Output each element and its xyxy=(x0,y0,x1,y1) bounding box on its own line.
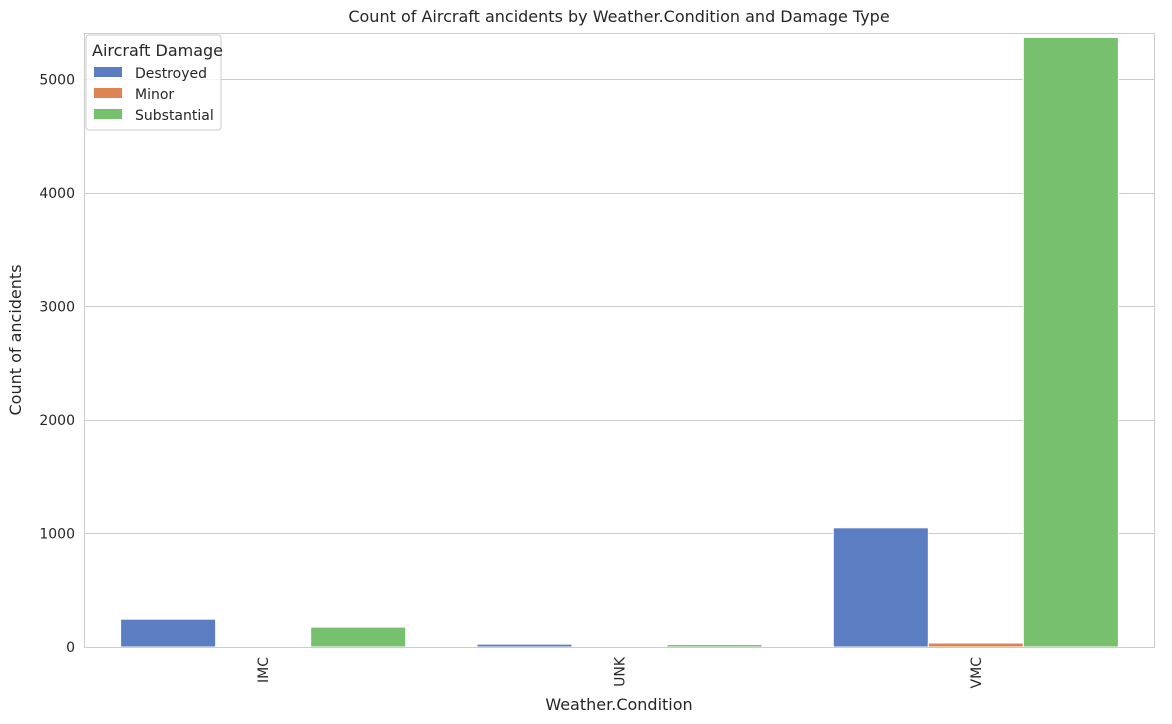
y-tick-label: 0 xyxy=(66,640,75,656)
x-tick-label: VMC xyxy=(969,657,985,689)
x-tick-label: IMC xyxy=(256,657,272,683)
y-tick-label: 5000 xyxy=(39,72,75,88)
legend-label-minor: Minor xyxy=(135,87,174,103)
x-tick-label: UNK xyxy=(613,656,629,687)
bar-vmc-minor xyxy=(927,642,1024,648)
bar-unk-destroyed xyxy=(476,643,573,648)
legend-items: Destroyed Minor Substantial xyxy=(94,66,214,124)
x-ticks: IMC UNK VMC xyxy=(256,656,985,688)
legend-title: Aircraft Damage xyxy=(92,41,223,60)
y-ticks: 0 1000 2000 3000 4000 5000 xyxy=(39,72,75,656)
legend-swatch-minor xyxy=(94,88,122,98)
y-tick-label: 3000 xyxy=(39,299,75,315)
legend-label-destroyed: Destroyed xyxy=(135,66,207,82)
bars xyxy=(120,36,1119,648)
bar-vmc-destroyed xyxy=(832,527,929,648)
legend-label-substantial: Substantial xyxy=(135,108,214,124)
y-tick-label: 2000 xyxy=(39,413,75,429)
bar-imc-minor xyxy=(215,645,312,648)
bar-imc-destroyed xyxy=(120,618,217,648)
legend-swatch-substantial xyxy=(94,109,122,119)
y-tick-label: 4000 xyxy=(39,186,75,202)
bar-unk-substantial xyxy=(666,644,763,648)
bar-imc-substantial xyxy=(310,626,407,648)
bar-vmc-substantial xyxy=(1022,36,1119,648)
plot-frame xyxy=(84,33,1155,648)
legend: Aircraft Damage Destroyed Minor Substantia… xyxy=(85,34,223,131)
legend-box xyxy=(85,34,222,131)
y-axis-title: Count of ancidents xyxy=(6,264,25,415)
legend-swatch-destroyed xyxy=(94,67,122,77)
y-tick-label: 1000 xyxy=(39,526,75,542)
gridlines xyxy=(85,79,1154,534)
chart-title: Count of Aircraft ancidents by Weather.C… xyxy=(348,7,889,26)
x-axis-title: Weather.Condition xyxy=(545,695,692,714)
